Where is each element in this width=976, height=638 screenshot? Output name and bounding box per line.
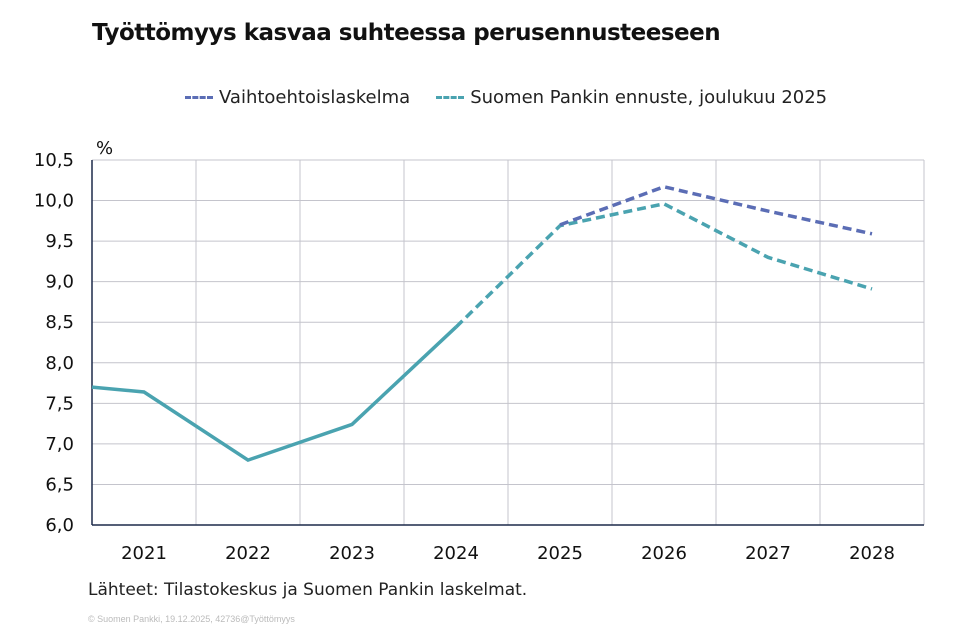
x-tick-label: 2024 bbox=[433, 543, 479, 564]
x-tick-label: 2027 bbox=[745, 543, 791, 564]
x-tick-label: 2026 bbox=[641, 543, 687, 564]
y-tick-label: 10,0 bbox=[34, 191, 74, 212]
y-tick-label: 9,0 bbox=[45, 272, 74, 293]
series-forecast-projection-line bbox=[454, 201, 873, 329]
y-tick-label: 7,5 bbox=[45, 393, 74, 414]
legend: Vaihtoehtoislaskelma Suomen Pankin ennus… bbox=[185, 87, 827, 108]
legend-item-forecast: Suomen Pankin ennuste, joulukuu 2025 bbox=[436, 87, 827, 108]
x-tick-label: 2022 bbox=[225, 543, 271, 564]
x-tick-label: 2025 bbox=[537, 543, 583, 564]
x-tick-label: 2028 bbox=[849, 543, 895, 564]
series-alternative-line bbox=[559, 184, 873, 236]
y-tick-label: 9,5 bbox=[45, 231, 74, 252]
legend-swatch-forecast bbox=[436, 96, 465, 99]
y-tick-label: 6,5 bbox=[45, 474, 74, 495]
legend-label-forecast: Suomen Pankin ennuste, joulukuu 2025 bbox=[470, 87, 828, 108]
x-tick-label: 2023 bbox=[329, 543, 375, 564]
y-tick-label: 8,5 bbox=[45, 312, 74, 333]
y-axis-unit: % bbox=[96, 138, 113, 159]
y-tick-label: 7,0 bbox=[45, 434, 74, 455]
source-note: Lähteet: Tilastokeskus ja Suomen Pankin … bbox=[88, 580, 528, 600]
series-forecast-history-line bbox=[91, 325, 458, 463]
y-tick-label: 8,0 bbox=[45, 353, 74, 374]
legend-item-alt: Vaihtoehtoislaskelma bbox=[185, 87, 410, 108]
legend-swatch-alt bbox=[185, 96, 213, 99]
legend-label-alt: Vaihtoehtoislaskelma bbox=[219, 87, 411, 108]
y-tick-label: 10,5 bbox=[34, 150, 74, 171]
x-tick-label: 2021 bbox=[121, 543, 167, 564]
y-tick-label: 6,0 bbox=[45, 515, 74, 536]
copyright-note: © Suomen Pankki, 19.12.2025, 42736@Tyött… bbox=[88, 614, 295, 624]
chart-title: Työttömyys kasvaa suhteessa perusennuste… bbox=[92, 20, 721, 46]
